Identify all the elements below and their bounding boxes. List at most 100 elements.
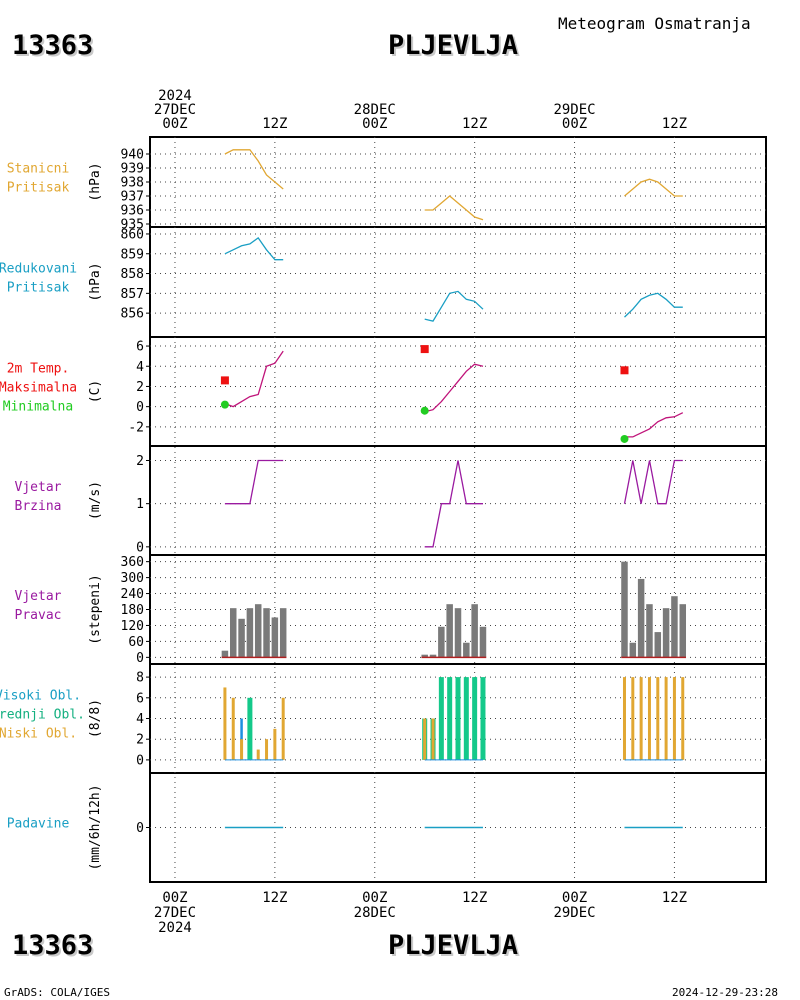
- y-tick-label: 240: [121, 587, 144, 602]
- y-tick-label: 120: [121, 619, 144, 634]
- y-tick-label: 2: [136, 454, 144, 469]
- y-tick-label: 0: [136, 651, 144, 666]
- cloud-bar: [472, 677, 478, 760]
- y-axis-label: (m/s): [88, 481, 103, 520]
- y-axis-label: (hPa): [88, 262, 103, 301]
- panel-label: Niski Obl.: [0, 727, 77, 742]
- top-time-label: 12Z: [262, 116, 287, 132]
- wind-direction-bar: [429, 654, 437, 658]
- cloud-bar: [265, 739, 269, 760]
- y-tick-label: 300: [121, 571, 144, 586]
- wind-direction-bar: [662, 608, 670, 658]
- wind-direction-bar: [438, 626, 445, 658]
- y-tick-label: 0: [136, 753, 144, 768]
- wind-direction-bar: [679, 604, 687, 658]
- station-id-top: 13363: [12, 30, 94, 61]
- station-id-bottom: 13363: [12, 930, 94, 961]
- plot-frame: [149, 136, 767, 883]
- series-line: [624, 178, 683, 197]
- min-temp-marker: [220, 400, 229, 409]
- cloud-bar: [431, 718, 435, 760]
- wind-direction-bar: [238, 618, 245, 658]
- panel-label: Pritisak: [7, 281, 70, 296]
- series-line: [424, 460, 483, 548]
- y-tick-label: 859: [121, 247, 144, 262]
- max-temp-marker: [420, 345, 429, 354]
- wind-direction-bar: [229, 608, 237, 658]
- panel-label: Brzina: [15, 499, 62, 514]
- bottom-time-label: 2024: [158, 920, 192, 936]
- series-line: [424, 195, 484, 221]
- series-line: [224, 149, 284, 190]
- panel-2: 856 857 858 859 860 (hPa) Redukovani Pritisak: [0, 227, 766, 322]
- wind-direction-bar: [263, 608, 270, 658]
- bottom-time-label: 27DEC: [154, 905, 196, 921]
- cloud-bar: [631, 677, 635, 760]
- panel-7: 0 (mm/6h/12h) Padavine: [7, 784, 766, 871]
- y-tick-label: 180: [121, 603, 144, 618]
- y-tick-label: 4: [136, 360, 144, 375]
- panel-label: 2m Temp.: [7, 362, 70, 377]
- cloud-bar: [639, 677, 643, 760]
- panel-label: Minimalna: [3, 400, 73, 415]
- y-tick-label: 6: [136, 691, 144, 706]
- wind-direction-bar: [279, 608, 287, 658]
- panel-label: Stanicni: [7, 162, 70, 177]
- timestamp-text: 2024-12-29-23:28: [672, 986, 778, 999]
- panel-label: Pritisak: [7, 181, 70, 196]
- panel-label: Padavine: [7, 817, 70, 832]
- max-temp-marker: [220, 376, 229, 385]
- cloud-bar: [681, 677, 685, 760]
- y-axis-label: (hPa): [88, 162, 103, 201]
- y-axis-label: (C): [88, 380, 103, 403]
- cloud-bar: [223, 687, 227, 760]
- bottom-time-label: 12Z: [462, 890, 487, 906]
- cloud-bar: [240, 718, 243, 760]
- y-tick-label: 860: [121, 227, 144, 242]
- y-tick-label: 1: [136, 497, 144, 512]
- bottom-time-label: 12Z: [262, 890, 287, 906]
- y-tick-label: 0: [136, 400, 144, 415]
- y-tick-label: 6: [136, 340, 144, 355]
- wind-direction-bar: [646, 604, 653, 658]
- wind-direction-bar: [254, 604, 262, 658]
- cloud-bar: [480, 677, 486, 760]
- panel-label: Maksimalna: [0, 381, 77, 396]
- cloud-bar: [231, 697, 235, 760]
- series-line: [224, 459, 284, 505]
- panel-3: -2 0 2 4 6 (C) 2m Temp. Maksimalna Minimalna: [0, 340, 766, 443]
- wind-direction-bar: [463, 642, 470, 658]
- top-time-label: 12Z: [462, 116, 487, 132]
- series-line: [623, 459, 683, 505]
- wind-direction-bar: [454, 608, 462, 658]
- wind-direction-bar: [671, 596, 678, 658]
- station-name-bottom: PLJEVLJA: [388, 930, 519, 961]
- series-line: [424, 363, 484, 413]
- cloud-bar: [455, 677, 461, 760]
- cloud-bar: [273, 728, 277, 760]
- wind-direction-bar: [246, 608, 254, 658]
- wind-direction-bar: [221, 650, 229, 658]
- cloud-bar: [423, 718, 427, 760]
- cloud-bar: [664, 677, 668, 760]
- panel-4: 0 1 2 (m/s) Vjetar Brzina: [15, 454, 766, 555]
- chart-subtitle: Meteogram Osmatranja: [558, 14, 751, 33]
- wind-direction-bar: [271, 617, 279, 658]
- wind-direction-bar: [446, 604, 453, 658]
- top-time-label: 00Z: [362, 116, 387, 132]
- y-axis-label: (mm/6h/12h): [88, 784, 103, 870]
- top-time-label: 28DEC: [354, 102, 396, 118]
- y-axis-label: (stepeni): [88, 574, 103, 644]
- top-time-label: 29DEC: [553, 102, 595, 118]
- y-tick-label: 937: [121, 190, 144, 205]
- panel-label: Vjetar: [15, 589, 62, 604]
- y-tick-label: -2: [128, 420, 144, 435]
- series-line: [624, 412, 684, 438]
- max-temp-marker: [620, 366, 629, 375]
- series-line: [224, 236, 284, 261]
- min-temp-marker: [620, 434, 629, 443]
- y-tick-label: 2: [136, 380, 144, 395]
